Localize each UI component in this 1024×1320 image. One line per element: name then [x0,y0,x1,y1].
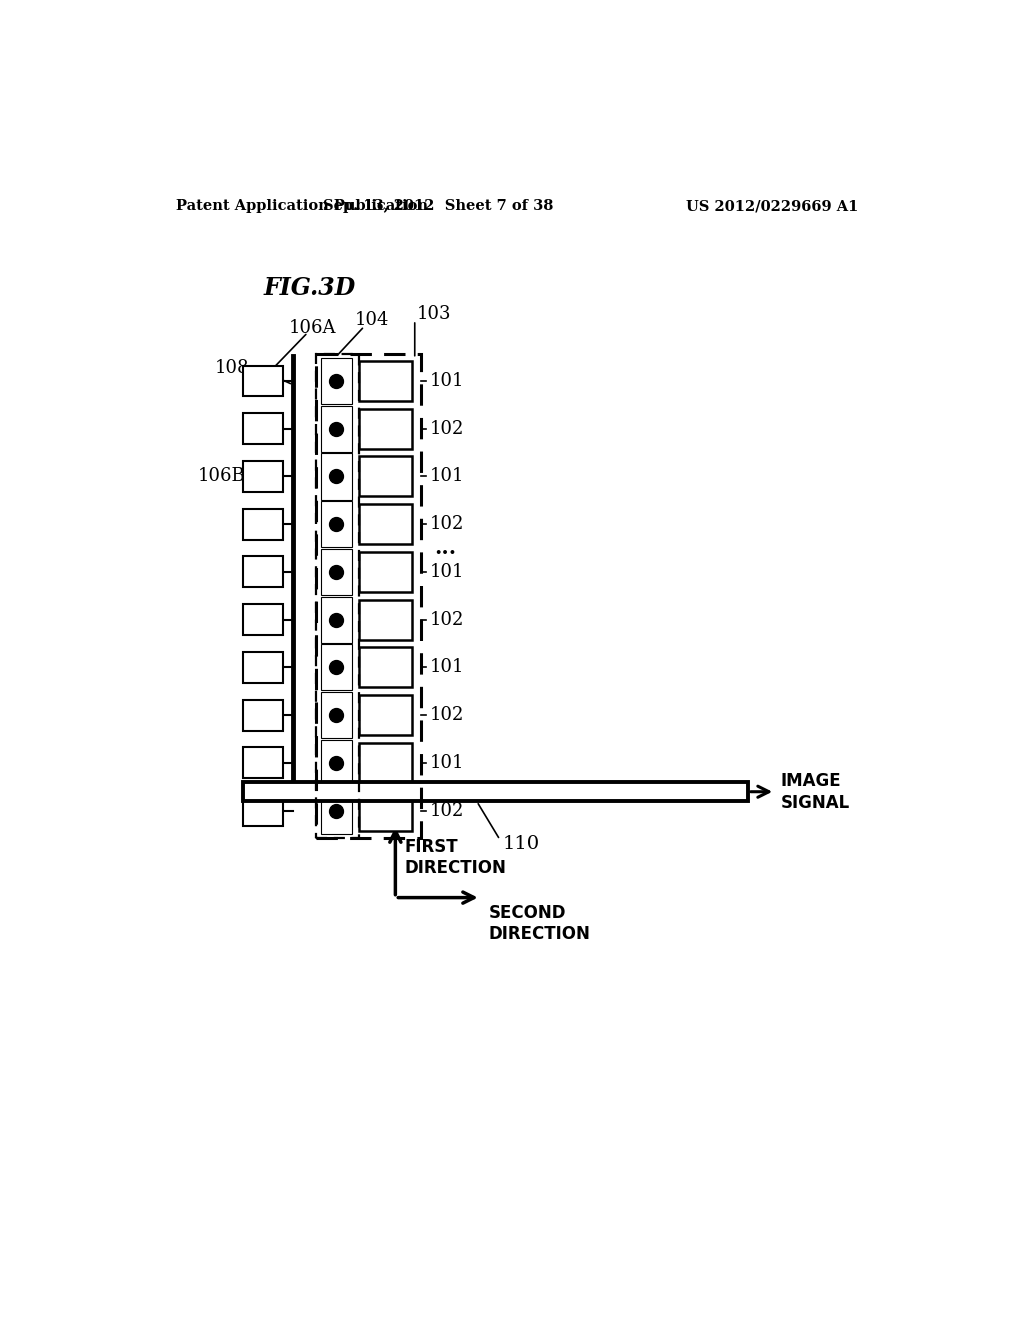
Text: FIG.3D: FIG.3D [263,276,356,300]
Bar [321,453,352,499]
Bar [359,552,412,591]
Bar [243,413,283,444]
Text: 102: 102 [430,706,465,725]
Text: 102: 102 [430,515,465,533]
Bar [321,739,352,785]
Text: 106B: 106B [198,467,246,486]
Text: 103: 103 [417,305,451,323]
Bar [321,597,352,643]
Text: FIRST
DIRECTION: FIRST DIRECTION [404,838,507,876]
Text: 101: 101 [430,467,465,486]
Bar [316,354,421,838]
Text: 108: 108 [215,359,249,376]
Bar [243,461,283,492]
Bar [243,366,283,396]
Text: Sep. 13, 2012  Sheet 7 of 38: Sep. 13, 2012 Sheet 7 of 38 [323,199,553,213]
Text: 101: 101 [430,754,465,772]
Bar [359,696,412,735]
Text: 101: 101 [430,372,465,389]
Bar [243,508,283,540]
Text: 101: 101 [430,562,465,581]
Bar [359,409,412,449]
Bar [316,354,359,838]
Text: US 2012/0229669 A1: US 2012/0229669 A1 [686,199,858,213]
Bar [321,405,352,451]
Bar [359,791,412,830]
Bar [359,504,412,544]
Text: IMAGE
SIGNAL: IMAGE SIGNAL [780,772,850,812]
Text: SECOND
DIRECTION: SECOND DIRECTION [488,904,590,942]
Bar [243,700,283,730]
Text: 110: 110 [503,836,540,854]
Bar [243,781,748,801]
Text: Patent Application Publication: Patent Application Publication [176,199,428,213]
Bar [321,358,352,404]
Bar [321,788,352,834]
Bar [243,795,283,826]
Bar [321,644,352,690]
Text: 106A: 106A [289,319,337,337]
Bar [243,605,283,635]
Bar [359,743,412,783]
Text: 104: 104 [354,312,389,329]
Text: 101: 101 [430,659,465,676]
Bar [321,549,352,595]
Bar [321,692,352,738]
Bar [321,502,352,548]
Text: 102: 102 [430,801,465,820]
Bar [243,747,283,779]
Text: 102: 102 [430,420,465,438]
Bar [243,557,283,587]
Bar [359,647,412,688]
Bar [359,457,412,496]
Bar [359,360,412,401]
Bar [243,652,283,682]
Text: 102: 102 [430,611,465,628]
Bar [359,599,412,640]
Text: ...: ... [434,539,457,558]
